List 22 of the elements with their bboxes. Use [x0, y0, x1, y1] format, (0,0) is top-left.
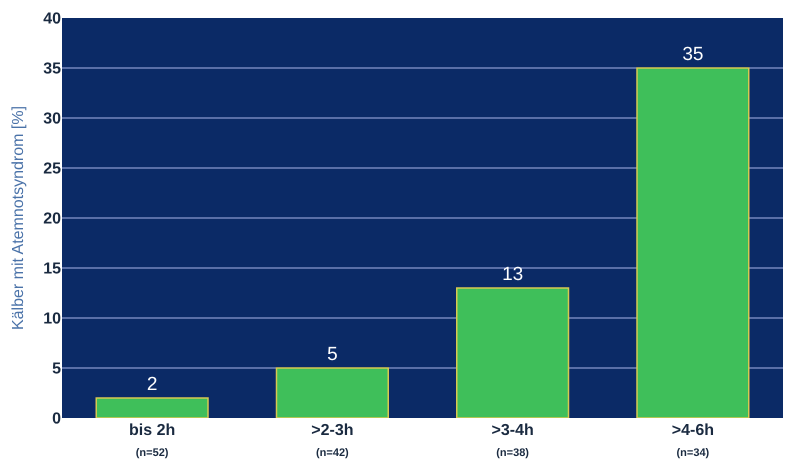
data-label: 13	[502, 264, 524, 285]
data-label: 5	[327, 344, 338, 365]
x-tick-label: >3-4h (n=38)	[492, 422, 534, 459]
y-tick-label: 25	[43, 160, 62, 178]
bar	[276, 367, 389, 418]
x-tick-label: >4-6h (n=34)	[672, 422, 714, 459]
data-label: 35	[682, 44, 704, 65]
x-tick-label: >2-3h (n=42)	[311, 422, 354, 459]
x-tick-label: bis 2h (n=52)	[129, 422, 176, 459]
bar	[456, 287, 570, 418]
y-tick-label: 40	[43, 10, 62, 28]
bar	[636, 67, 750, 418]
y-tick-label: 0	[52, 410, 62, 428]
y-tick-label: 5	[52, 360, 62, 378]
y-tick-label: 10	[43, 310, 62, 328]
y-tick-label: 15	[43, 260, 62, 278]
bar	[96, 397, 209, 418]
data-label: 2	[146, 374, 158, 395]
y-tick-label: 20	[43, 210, 62, 228]
y-tick-label: 35	[43, 60, 62, 78]
y-tick-label: 30	[43, 110, 62, 128]
y-axis-title: Kälber mit Atemnotsyndrom [%]	[10, 106, 28, 330]
